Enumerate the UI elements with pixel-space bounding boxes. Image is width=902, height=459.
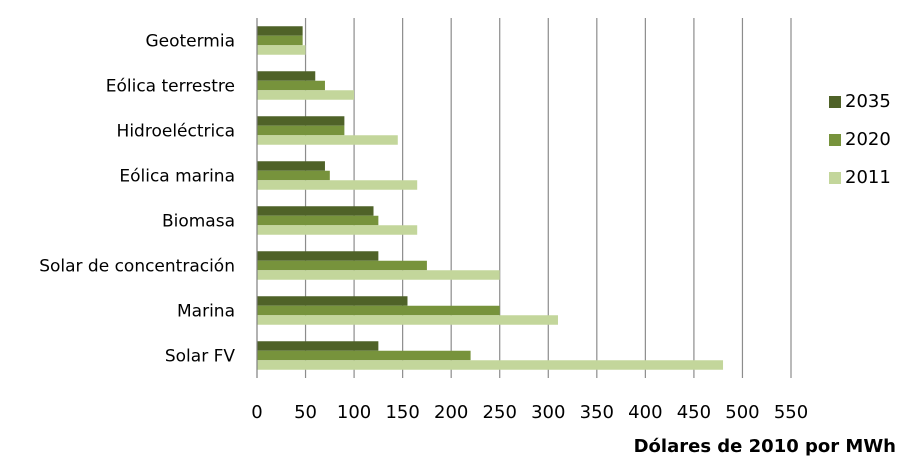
bar-2035	[257, 26, 303, 36]
category-labels: Geotermia Eólica terrestre Hidroeléctrica E…	[39, 32, 235, 367]
bar-2035	[257, 71, 316, 81]
category-label: Solar de concentración	[39, 257, 235, 277]
bar-2035	[257, 251, 379, 261]
bar-2020	[257, 80, 325, 91]
bar-2035	[257, 341, 379, 351]
bar-2020	[257, 35, 303, 46]
bar-2020	[257, 260, 427, 271]
category-label: Hidroeléctrica	[117, 122, 235, 142]
x-tick-label: 400	[628, 402, 662, 423]
bar-2020	[257, 170, 330, 181]
x-tick-label: 300	[531, 402, 565, 423]
bar-2035	[257, 116, 345, 126]
bar-2011	[257, 135, 398, 145]
x-tick-label: 0	[251, 402, 262, 423]
bar-2020	[257, 215, 379, 226]
bar-2011	[257, 90, 355, 100]
bar-2011	[257, 315, 558, 325]
bar-2020	[257, 125, 345, 136]
x-tick-labels: 0 50 100 150 200 250 300 350 400 450 500 550	[251, 402, 808, 423]
legend: 2035 2020 2011	[829, 91, 891, 188]
x-tick-label: 100	[337, 402, 371, 423]
legend-swatch	[829, 96, 841, 108]
legend-label: 2020	[845, 129, 891, 150]
category-label: Solar FV	[165, 347, 236, 367]
legend-label: 2011	[845, 167, 891, 188]
x-tick-label: 500	[725, 402, 759, 423]
category-label: Eólica marina	[119, 167, 235, 187]
bars	[257, 26, 724, 370]
x-tick-label: 150	[385, 402, 419, 423]
bar-2020	[257, 350, 471, 361]
category-label: Geotermia	[145, 32, 235, 52]
x-tick-label: 550	[774, 402, 808, 423]
category-label: Marina	[177, 302, 235, 322]
bar-2011	[257, 225, 418, 235]
bar-2035	[257, 161, 325, 171]
bar-2035	[257, 296, 408, 306]
bar-2011	[257, 270, 500, 280]
legend-label: 2035	[845, 91, 891, 112]
category-label: Eólica terrestre	[106, 77, 235, 97]
x-tick-label: 250	[483, 402, 517, 423]
x-tick-label: 50	[294, 402, 317, 423]
gridlines	[304, 18, 792, 378]
legend-swatch	[829, 172, 841, 184]
bar-2011	[257, 360, 724, 370]
bar-2035	[257, 206, 374, 216]
legend-swatch	[829, 134, 841, 146]
bar-2011	[257, 45, 306, 55]
x-tick-label: 350	[580, 402, 614, 423]
x-tick-label: 450	[677, 402, 711, 423]
x-axis-title: Dólares de 2010 por MWh	[634, 436, 896, 457]
category-label: Biomasa	[162, 212, 235, 232]
x-tick-label: 200	[434, 402, 468, 423]
bar-2020	[257, 305, 500, 316]
bar-2011	[257, 180, 418, 190]
